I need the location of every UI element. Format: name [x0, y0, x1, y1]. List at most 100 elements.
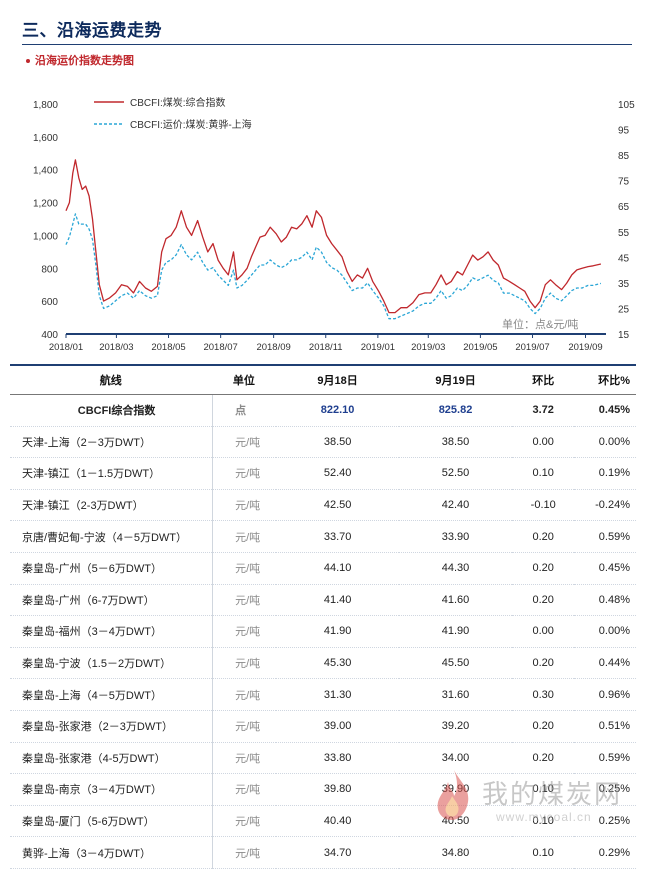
legend-label: CBCFI:运价:煤炭:黄骅-上海 — [130, 118, 252, 131]
bullet-icon — [26, 59, 30, 64]
change-pct-value: 0.29% — [574, 836, 636, 869]
freight-table: 航线 单位 9月18日 9月19日 环比 环比% CBCFI综合指数 点 822… — [10, 364, 636, 869]
change-pct-value: 0.00% — [574, 615, 636, 648]
change-value: 0.10 — [511, 773, 575, 806]
unit-cell: 元/吨 — [212, 742, 277, 775]
x-tick-label: 2019/09 — [568, 342, 602, 353]
change-pct-value: 0.48% — [574, 584, 636, 617]
unit-cell: 元/吨 — [212, 647, 277, 680]
change-pct-value: 0.59% — [574, 520, 636, 553]
summary-sep18: 822.10 — [276, 394, 400, 427]
route-cell: 秦皇岛-福州（3－4万DWT） — [10, 615, 213, 648]
sep18-value: 41.90 — [276, 615, 400, 648]
route-cell: 秦皇岛-宁波（1.5－2万DWT） — [10, 647, 213, 680]
x-tick-label: 2018/03 — [99, 342, 133, 353]
summary-sep19: 825.82 — [399, 394, 512, 427]
change-pct-value: 0.51% — [574, 710, 636, 743]
x-tick-label: 2018/01 — [49, 342, 83, 353]
change-value: 0.00 — [511, 615, 575, 648]
change-value: 0.20 — [511, 584, 575, 617]
x-tick-label: 2018/09 — [256, 342, 290, 353]
sep19-value: 39.20 — [399, 710, 512, 743]
unit-cell: 元/吨 — [212, 710, 277, 743]
x-tick-label: 2018/11 — [309, 342, 343, 353]
route-cell: 秦皇岛-上海（4－5万DWT） — [10, 678, 213, 711]
change-pct-value: -0.24% — [574, 489, 636, 522]
sep19-value: 45.50 — [399, 647, 512, 680]
sep19-value: 44.30 — [399, 552, 512, 585]
sep18-value: 44.10 — [276, 552, 400, 585]
sep19-value: 40.50 — [399, 805, 512, 838]
title-divider — [22, 44, 632, 45]
chart-legend: CBCFI:煤炭:综合指数 CBCFI:运价:煤炭:黄骅-上海 — [94, 96, 252, 131]
sep19-value: 52.50 — [399, 457, 512, 490]
summary-route: CBCFI综合指数 — [10, 394, 213, 427]
sep18-value: 40.40 — [276, 805, 400, 838]
change-pct-value: 0.44% — [574, 647, 636, 680]
freight-table-wrap: 航线 单位 9月18日 9月19日 环比 环比% CBCFI综合指数 点 822… — [10, 364, 636, 869]
right-tick-label: 85 — [618, 151, 630, 162]
table-row: 秦皇岛-张家港（2－3万DWT） 元/吨 39.00 39.20 0.20 0.51% — [10, 710, 636, 743]
x-tick-label: 2019/05 — [463, 342, 497, 353]
sep19-value: 42.40 — [399, 489, 512, 522]
change-value: 0.20 — [511, 552, 575, 585]
table-header-row: 航线 单位 9月18日 9月19日 环比 环比% — [10, 364, 636, 395]
route-cell: 黄骅-上海（3－4万DWT） — [10, 836, 213, 869]
sep19-value: 38.50 — [399, 426, 512, 459]
route-cell: 秦皇岛-广州（6-7万DWT） — [10, 584, 213, 617]
sep18-value: 39.80 — [276, 773, 400, 806]
chart-subtitle: 沿海运价指数走势图 — [26, 52, 134, 68]
left-tick-label: 1,800 — [33, 100, 58, 111]
x-tick-label: 2019/07 — [515, 342, 549, 353]
route-cell: 秦皇岛-厦门（5-6万DWT） — [10, 805, 213, 838]
sep18-value: 31.30 — [276, 678, 400, 711]
left-tick-label: 1,200 — [33, 199, 58, 210]
table-row: 天津-上海（2－3万DWT） 元/吨 38.50 38.50 0.00 0.00% — [10, 426, 636, 459]
sep18-value: 52.40 — [276, 457, 400, 490]
change-pct-value: 0.45% — [574, 552, 636, 585]
change-pct-value: 0.25% — [574, 773, 636, 806]
left-tick-label: 600 — [41, 297, 58, 308]
change-pct-value: 0.25% — [574, 805, 636, 838]
table-row: 秦皇岛-厦门（5-6万DWT） 元/吨 40.40 40.50 0.10 0.25% — [10, 805, 636, 838]
summary-change: 3.72 — [511, 394, 575, 427]
x-tick-label: 2018/05 — [151, 342, 185, 353]
change-value: 0.20 — [511, 520, 575, 553]
sep19-value: 31.60 — [399, 678, 512, 711]
right-tick-label: 95 — [618, 126, 630, 137]
chart-svg: 400 600 800 1,000 1,200 1,400 1,600 1,800 15 25 3… — [33, 96, 635, 353]
sep18-value: 33.80 — [276, 742, 400, 775]
change-value: 0.20 — [511, 647, 575, 680]
unit-cell: 元/吨 — [212, 773, 277, 806]
series-line-huanghua-shanghai — [65, 213, 602, 320]
right-tick-label: 35 — [618, 279, 630, 290]
sep18-value: 38.50 — [276, 426, 400, 459]
x-tick-label: 2018/07 — [203, 342, 237, 353]
change-value: 0.20 — [511, 710, 575, 743]
table-row: 秦皇岛-上海（4－5万DWT） 元/吨 31.30 31.60 0.30 0.96% — [10, 678, 636, 711]
table-row: 黄骅-上海（3－4万DWT） 元/吨 34.70 34.80 0.10 0.29% — [10, 836, 636, 869]
right-tick-label: 45 — [618, 253, 630, 264]
unit-cell: 元/吨 — [212, 584, 277, 617]
left-tick-label: 1,600 — [33, 133, 58, 144]
table-row: 秦皇岛-广州（6-7万DWT） 元/吨 41.40 41.60 0.20 0.48% — [10, 584, 636, 617]
table-row: 京唐/曹妃甸-宁波（4－5万DWT） 元/吨 33.70 33.90 0.20 0.59% — [10, 520, 636, 553]
x-axis-ticks: 2018/01 2018/03 2018/05 2018/07 2018/09 2018/… — [49, 334, 603, 353]
change-value: 0.10 — [511, 805, 575, 838]
sep19-value: 41.60 — [399, 584, 512, 617]
unit-cell: 元/吨 — [212, 805, 277, 838]
left-tick-label: 400 — [41, 330, 58, 341]
header-route: 航线 — [10, 364, 213, 395]
header-sep19: 9月19日 — [399, 364, 512, 395]
unit-cell: 元/吨 — [212, 457, 277, 490]
freight-chart: 400 600 800 1,000 1,200 1,400 1,600 1,800 15 25 3… — [0, 82, 656, 364]
right-tick-label: 25 — [618, 304, 630, 315]
table-row: 秦皇岛-福州（3－4万DWT） 元/吨 41.90 41.90 0.00 0.00% — [10, 615, 636, 648]
route-cell: 秦皇岛-南京（3－4万DWT） — [10, 773, 213, 806]
table-row: 秦皇岛-南京（3－4万DWT） 元/吨 39.80 39.90 0.10 0.25% — [10, 773, 636, 806]
unit-cell: 元/吨 — [212, 836, 277, 869]
summary-change-pct: 0.45% — [574, 394, 636, 427]
route-cell: 天津-镇江（1－1.5万DWT） — [10, 457, 213, 490]
change-value: 0.20 — [511, 742, 575, 775]
route-cell: 天津-镇江（2-3万DWT） — [10, 489, 213, 522]
